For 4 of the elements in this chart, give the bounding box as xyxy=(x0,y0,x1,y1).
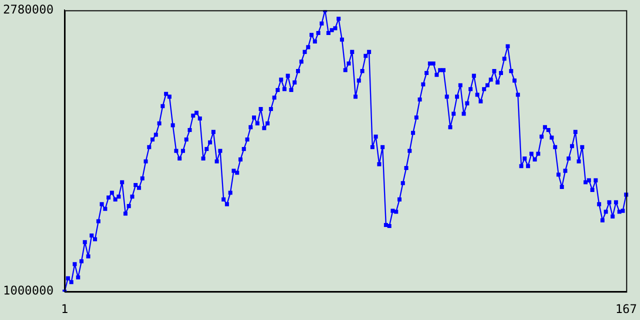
x-tick-label: 1 xyxy=(60,302,68,316)
y-tick-label: 1000000 xyxy=(2,284,54,298)
x-tick-label: 167 xyxy=(615,302,638,316)
y-tick-label: 2780000 xyxy=(2,2,54,16)
